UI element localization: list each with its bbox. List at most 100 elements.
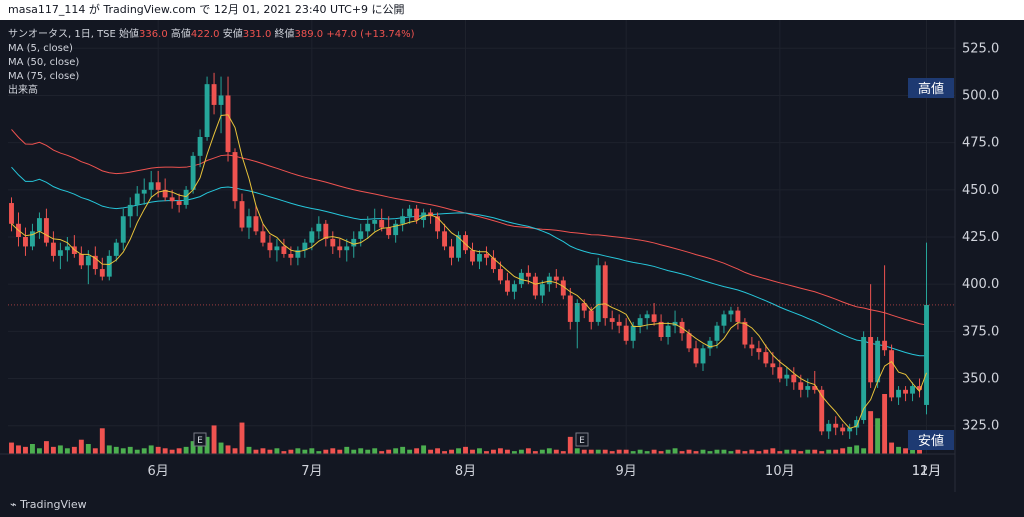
volume-bar xyxy=(449,449,454,454)
close-value: 389.0 xyxy=(294,29,324,40)
volume-bar xyxy=(246,446,252,454)
candle-body xyxy=(309,231,315,243)
volume-bar xyxy=(218,442,224,454)
legend-ma5[interactable]: MA (5, close) xyxy=(8,43,73,54)
high-value: 422.0 xyxy=(190,29,220,40)
volume-bar xyxy=(609,451,615,454)
volume-bar xyxy=(679,451,685,454)
candle-body xyxy=(267,242,273,251)
candle-body xyxy=(442,231,447,247)
x-tick-label: 8月 xyxy=(455,464,476,479)
volume-bar xyxy=(386,449,392,454)
candle-body xyxy=(456,235,461,258)
volume-bar xyxy=(344,446,350,454)
legend-volume[interactable]: 出来高 xyxy=(8,85,38,96)
volume-bar xyxy=(861,448,867,454)
candle-body xyxy=(162,189,168,198)
ma50-polyline xyxy=(11,166,927,357)
volume-bar xyxy=(917,448,922,454)
volume-bar xyxy=(407,449,413,454)
x-tick-label: 9月 xyxy=(616,464,637,479)
volume-bar xyxy=(71,446,77,454)
volume-bar xyxy=(127,446,133,454)
volume-bar xyxy=(183,446,189,454)
candle-body xyxy=(728,310,734,315)
earnings-marker-2-box xyxy=(575,432,589,447)
candle-body xyxy=(463,235,468,251)
volume-bar xyxy=(560,451,566,454)
y-axis-panel xyxy=(955,20,1024,492)
volume-bar xyxy=(595,449,601,454)
candle-body xyxy=(491,257,496,270)
volume-bar xyxy=(43,441,49,454)
volume-bar xyxy=(232,448,238,454)
volume-bar xyxy=(798,451,804,454)
volume-bar xyxy=(169,449,175,454)
volume-bar xyxy=(581,449,587,454)
candle-body xyxy=(581,303,587,311)
volume-bar xyxy=(567,436,573,454)
candle-body xyxy=(497,269,503,281)
volume-bar xyxy=(588,449,594,454)
candle-body xyxy=(337,246,343,251)
volume-bar xyxy=(211,425,217,454)
y-tick-label: 475.0 xyxy=(962,136,999,151)
volume-bar xyxy=(840,448,846,454)
candle-body xyxy=(50,242,56,256)
chart-area[interactable]: 6月 7月 8月 9月 10月 11月 12月 325.0 350.0 375.0 400.0 42… xyxy=(0,20,1024,492)
candle-body xyxy=(693,348,699,364)
volume-bar xyxy=(477,448,482,454)
volume-bar xyxy=(372,448,378,454)
legend-ohlc: サンオータス, 1日, TSE 始値336.0 高値422.0 安値331.0 … xyxy=(8,28,415,42)
candle-body xyxy=(595,265,601,322)
candle-body xyxy=(106,255,112,277)
legend-ma50[interactable]: MA (50, close) xyxy=(8,57,80,68)
volume-bar xyxy=(309,448,315,454)
candle-body xyxy=(449,246,454,258)
volume-bar xyxy=(742,451,748,454)
candle-body xyxy=(365,223,371,232)
candle-body xyxy=(826,423,832,432)
candle-body xyxy=(239,201,245,228)
candles xyxy=(9,72,929,439)
candle-body xyxy=(113,242,119,256)
candle-body xyxy=(141,189,147,194)
candle-body xyxy=(344,246,350,251)
candle-body xyxy=(134,193,140,205)
legend-ma75[interactable]: MA (75, close) xyxy=(8,71,80,82)
volume-bar xyxy=(99,428,105,454)
candle-body xyxy=(169,197,175,202)
volume-bar xyxy=(302,449,308,454)
x-tick-label: 10月 xyxy=(765,464,795,479)
volume-bar xyxy=(868,411,874,454)
candle-body xyxy=(707,340,713,349)
candle-body xyxy=(539,284,545,296)
candle-body xyxy=(78,253,84,266)
volume-bar xyxy=(889,442,895,454)
candle-body xyxy=(379,220,385,228)
candle-body xyxy=(204,84,210,137)
y-tick-label: 450.0 xyxy=(962,183,999,198)
candle-body xyxy=(854,420,860,428)
candle-body xyxy=(777,367,783,379)
candle-body xyxy=(602,265,608,319)
candle-body xyxy=(805,386,811,390)
candle-body xyxy=(546,276,552,285)
tradingview-logo[interactable]: ⌁ TradingView xyxy=(10,492,87,517)
volume-bar xyxy=(623,449,629,454)
y-axis: 325.0 350.0 375.0 400.0 425.0 450.0 475.0 500.0… xyxy=(954,20,1024,492)
volume-bar xyxy=(644,451,650,454)
volume-bar xyxy=(721,449,727,454)
candle-body xyxy=(372,220,378,224)
volume-bar xyxy=(819,451,825,454)
volume-bar xyxy=(518,449,524,454)
low-marker-box xyxy=(908,430,954,450)
volume-bar xyxy=(239,422,245,454)
volume-bar xyxy=(295,448,301,454)
high-label: 高値 xyxy=(170,29,191,40)
volume-bar xyxy=(735,449,741,454)
volume-bar xyxy=(553,449,559,454)
candle-body xyxy=(686,333,692,349)
volume-bar xyxy=(770,448,776,454)
